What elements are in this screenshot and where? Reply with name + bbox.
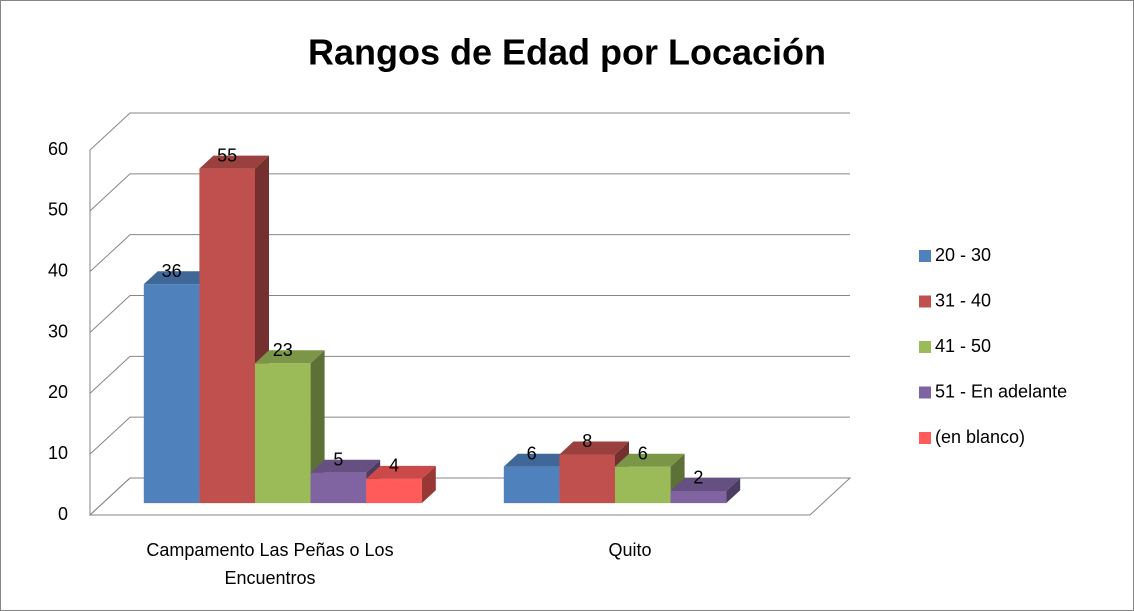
bar-top bbox=[559, 441, 629, 455]
bar-side bbox=[726, 478, 741, 504]
x-tick-label: Campamento Las Peñas o Los Encuentros bbox=[146, 540, 394, 588]
legend-label: (en blanco) bbox=[935, 427, 1025, 447]
data-label: 55 bbox=[217, 145, 237, 165]
data-label: 36 bbox=[162, 261, 182, 281]
data-label: 6 bbox=[527, 443, 537, 463]
bar-front bbox=[199, 168, 255, 504]
legend-label: 51 - En adelante bbox=[935, 381, 1067, 401]
chart-title: Rangos de Edad por Locación bbox=[308, 32, 826, 73]
bar-front bbox=[255, 363, 311, 504]
data-label: 2 bbox=[693, 468, 703, 488]
data-label: 4 bbox=[389, 456, 399, 476]
data-label: 5 bbox=[333, 449, 343, 469]
legend-swatch bbox=[919, 386, 931, 399]
bar bbox=[615, 453, 685, 504]
legend-swatch bbox=[919, 250, 931, 262]
bar-front bbox=[503, 466, 560, 504]
y-tick-label: 10 bbox=[48, 443, 68, 463]
legend-swatch bbox=[919, 432, 931, 444]
y-tick-label: 50 bbox=[48, 200, 68, 220]
grid-line bbox=[89, 234, 850, 273]
bar-top bbox=[503, 453, 574, 467]
legend-label: 20 - 30 bbox=[935, 245, 991, 265]
grid-line bbox=[89, 112, 850, 151]
bar bbox=[366, 465, 436, 504]
bar-front bbox=[615, 466, 671, 504]
bar-front bbox=[143, 284, 200, 504]
y-tick-label: 60 bbox=[48, 139, 68, 159]
grid-line bbox=[89, 173, 850, 212]
y-tick-label: 30 bbox=[48, 321, 68, 341]
bar-top bbox=[670, 478, 741, 491]
legend-swatch bbox=[919, 341, 931, 353]
y-tick-label: 0 bbox=[58, 504, 68, 524]
x-tick-label: Quito bbox=[608, 540, 652, 560]
bar-top bbox=[255, 350, 325, 364]
bar-front bbox=[559, 454, 615, 504]
data-label: 23 bbox=[273, 340, 293, 360]
legend-swatch bbox=[919, 295, 931, 308]
bar-front bbox=[670, 490, 727, 504]
y-tick-label: 20 bbox=[48, 382, 68, 402]
bar-front bbox=[310, 472, 367, 504]
grid-line bbox=[89, 355, 850, 394]
bar-top bbox=[366, 465, 436, 479]
bar-side bbox=[421, 465, 436, 504]
grid-line bbox=[89, 416, 850, 455]
data-label: 8 bbox=[582, 431, 592, 451]
bar-top bbox=[143, 271, 214, 285]
bar-front bbox=[366, 478, 422, 504]
bar bbox=[670, 478, 741, 504]
bar-top bbox=[615, 453, 685, 467]
grid-line bbox=[89, 295, 850, 333]
y-tick-label: 40 bbox=[48, 260, 68, 280]
bar-top bbox=[310, 459, 381, 473]
data-label: 6 bbox=[638, 443, 648, 463]
legend-label: 31 - 40 bbox=[935, 290, 991, 310]
legend-label: 41 - 50 bbox=[935, 336, 991, 356]
bar-top bbox=[199, 155, 269, 169]
